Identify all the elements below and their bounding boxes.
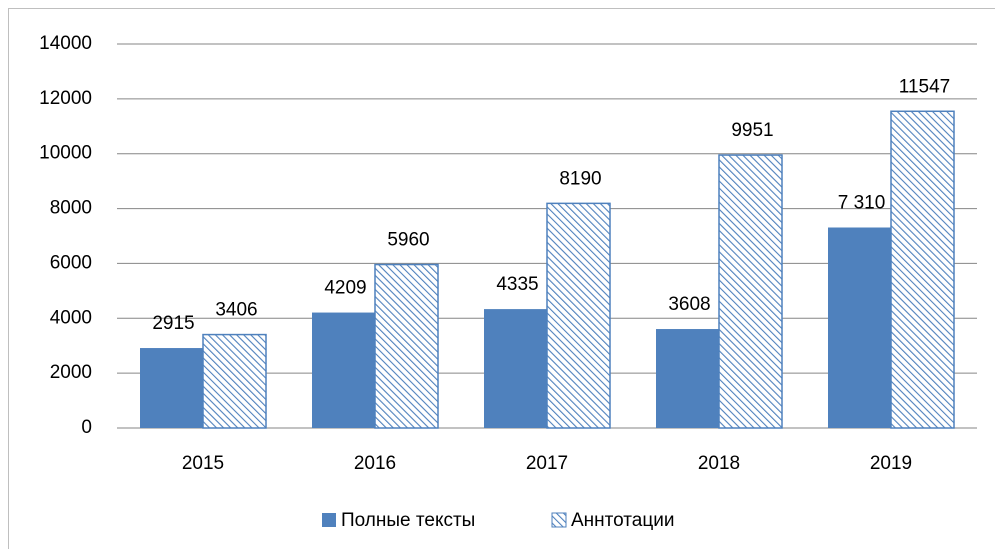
value-label: 4209: [324, 278, 366, 299]
x-tick-label: 2019: [870, 453, 912, 474]
y-tick-label: 12000: [39, 88, 92, 109]
value-label: 3608: [668, 294, 710, 315]
y-tick-label: 8000: [50, 198, 92, 219]
y-tick-label: 2000: [50, 362, 92, 383]
bar: [656, 329, 719, 428]
value-label: 2915: [152, 313, 194, 334]
x-tick-label: 2016: [354, 453, 396, 474]
y-tick-label: 10000: [39, 143, 92, 164]
y-tick-label: 0: [81, 417, 92, 438]
y-tick-label: 6000: [50, 252, 92, 273]
x-tick-label: 2017: [526, 453, 568, 474]
x-tick-label: 2018: [698, 453, 740, 474]
bar: [828, 227, 891, 428]
x-tick-label: 2015: [182, 453, 224, 474]
value-label: 9951: [731, 120, 773, 141]
legend-label: Полные тексты: [341, 510, 475, 531]
bar: [140, 348, 203, 428]
y-tick-label: 14000: [39, 33, 92, 54]
legend-swatch: [551, 512, 567, 528]
chart-border: [8, 8, 995, 549]
value-label: 8190: [559, 168, 601, 189]
value-label: 11547: [899, 76, 950, 97]
bar: [374, 263, 439, 429]
value-label: 4335: [496, 274, 538, 295]
value-label: 5960: [387, 230, 429, 251]
bar: [484, 309, 547, 428]
bar: [202, 333, 267, 429]
value-label: 3406: [215, 300, 257, 321]
y-tick-label: 4000: [50, 307, 92, 328]
bar: [890, 110, 955, 429]
legend-label: Аннтотации: [571, 510, 674, 531]
bar: [718, 154, 783, 429]
value-label: 7 310: [838, 193, 886, 214]
bar: [546, 202, 611, 429]
bar: [312, 312, 375, 428]
legend-swatch: [322, 513, 336, 527]
